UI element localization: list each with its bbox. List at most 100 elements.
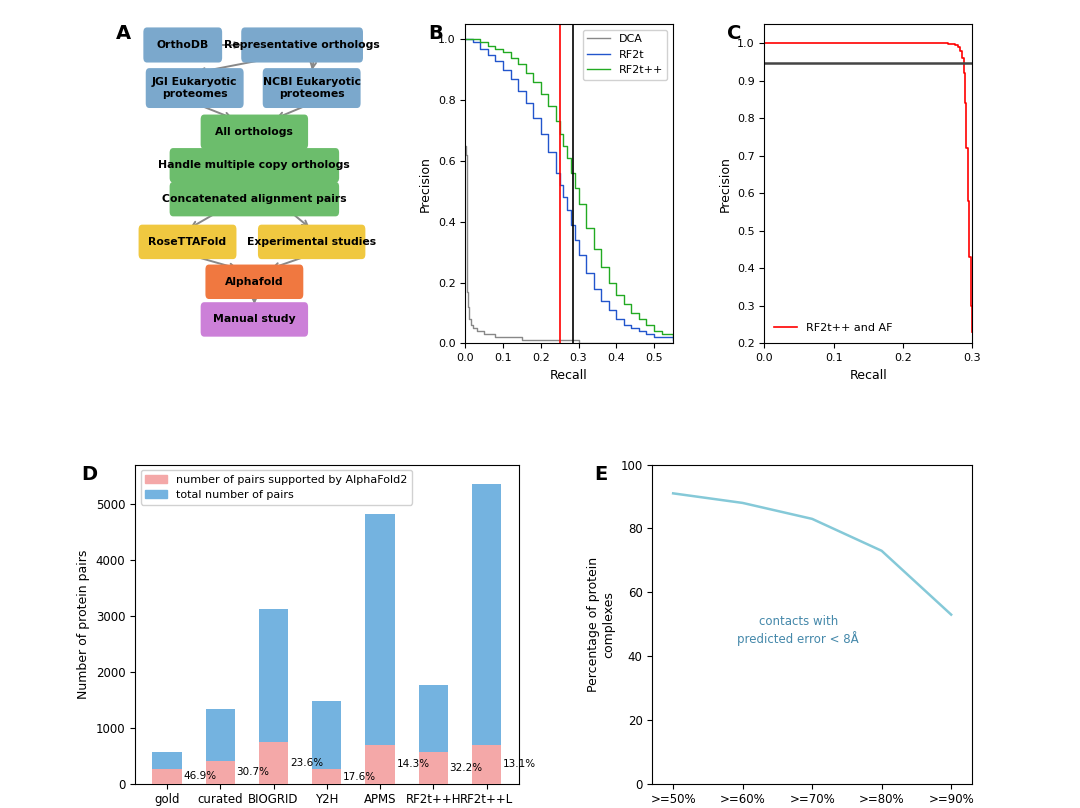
RF2t [568, 235, 581, 245]
DCA [610, 339, 623, 348]
Text: Handle multiple copy orthologs: Handle multiple copy orthologs [159, 160, 350, 170]
RF2t [497, 65, 510, 74]
RF2t++ and AF [772, 38, 785, 48]
Text: E: E [595, 465, 608, 484]
RF2t [640, 330, 653, 339]
RF2t++ and AF [862, 38, 875, 48]
Legend: RF2t++ and AF: RF2t++ and AF [770, 319, 896, 338]
RF2t++ and AF [945, 40, 958, 49]
DCA [572, 339, 585, 348]
RF2t [462, 35, 475, 44]
Text: Manual study: Manual study [213, 314, 296, 325]
RF2t++ and AF [910, 38, 923, 48]
RF2t++ [535, 90, 548, 99]
RF2t [519, 99, 532, 108]
RF2t [618, 320, 631, 330]
FancyBboxPatch shape [241, 27, 363, 62]
FancyBboxPatch shape [146, 68, 244, 108]
RF2t++ [603, 278, 616, 288]
FancyBboxPatch shape [170, 148, 339, 183]
DCA [489, 332, 502, 342]
Text: 32.2%: 32.2% [449, 763, 483, 773]
Text: B: B [428, 24, 443, 44]
Y-axis label: Percentage of protein
complexes: Percentage of protein complexes [586, 557, 615, 692]
Text: JGI Eukaryotic
proteomes: JGI Eukaryotic proteomes [152, 78, 238, 99]
Text: NCBI Eukaryotic
proteomes: NCBI Eukaryotic proteomes [262, 78, 361, 99]
RF2t [666, 335, 679, 345]
RF2t++ [618, 299, 631, 309]
FancyBboxPatch shape [138, 225, 237, 259]
Text: Concatenated alignment pairs: Concatenated alignment pairs [162, 194, 347, 204]
RF2t++ [633, 314, 646, 324]
Text: A: A [116, 24, 131, 44]
Bar [312, 701, 341, 784]
Bar [205, 709, 235, 784]
RF2t++ and AF [827, 38, 840, 48]
Y-axis label: Precision: Precision [419, 156, 432, 212]
RF2t [648, 332, 661, 342]
RF2t++ and AF [882, 38, 895, 48]
Y-axis label: Precision: Precision [718, 156, 731, 212]
FancyBboxPatch shape [258, 225, 365, 259]
RF2t++ [580, 223, 593, 233]
Text: Alphafold: Alphafold [225, 277, 284, 287]
Text: Representative orthologs: Representative orthologs [225, 40, 380, 50]
RF2t++ [542, 102, 555, 112]
DCA [462, 314, 475, 324]
Bar [419, 685, 448, 784]
Line: RF2t: RF2t [465, 40, 673, 340]
Bar [365, 514, 394, 784]
RF2t++ [459, 35, 472, 44]
DCA [535, 335, 548, 345]
DCA [477, 330, 490, 339]
RF2t++ and AF [966, 327, 978, 337]
RF2t++ [512, 59, 525, 69]
RF2t [610, 314, 623, 324]
RF2t [489, 56, 502, 65]
RF2t [504, 74, 517, 84]
DCA [497, 332, 510, 342]
Bar [152, 769, 181, 784]
DCA [460, 150, 473, 160]
DCA [461, 293, 474, 303]
DCA [470, 326, 483, 336]
Text: 46.9%: 46.9% [184, 772, 216, 781]
Text: C: C [727, 24, 741, 44]
RF2t [482, 50, 495, 60]
DCA [666, 339, 679, 348]
RF2t [542, 147, 555, 157]
Text: 13.1%: 13.1% [503, 760, 536, 769]
DCA [553, 335, 566, 345]
DCA [461, 287, 474, 297]
X-axis label: Recall: Recall [550, 368, 588, 381]
RF2t++ [595, 263, 608, 272]
RF2t++ and AF [813, 38, 826, 48]
Text: RoseTTAFold: RoseTTAFold [148, 237, 227, 247]
Bar [419, 752, 448, 784]
Bar [312, 769, 341, 784]
Text: OrthoDB: OrthoDB [157, 40, 208, 50]
Legend: DCA, RF2t, RF2t++: DCA, RF2t, RF2t++ [583, 30, 667, 80]
Text: D: D [81, 465, 97, 484]
RF2t++ [610, 290, 623, 300]
FancyBboxPatch shape [205, 264, 303, 299]
RF2t [633, 326, 646, 336]
RF2t [527, 114, 540, 124]
DCA [515, 335, 528, 345]
Text: 23.6%: 23.6% [289, 758, 323, 768]
RF2t++ and AF [960, 143, 973, 153]
RF2t++ and AF [942, 39, 955, 48]
RF2t++ and AF [951, 42, 964, 52]
DCA [591, 339, 604, 348]
RF2t++ [519, 68, 532, 78]
Bar [365, 745, 394, 784]
Text: All orthologs: All orthologs [215, 127, 294, 137]
DCA [459, 141, 472, 150]
Legend: number of pairs supported by AlphaFold2, total number of pairs: number of pairs supported by AlphaFold2,… [140, 470, 411, 505]
RF2t++ and AF [956, 53, 969, 63]
Bar [205, 761, 235, 784]
DCA [467, 323, 480, 333]
Y-axis label: Number of protein pairs: Number of protein pairs [77, 549, 90, 699]
RF2t++ and AF [937, 39, 950, 48]
RF2t++ [550, 116, 563, 126]
